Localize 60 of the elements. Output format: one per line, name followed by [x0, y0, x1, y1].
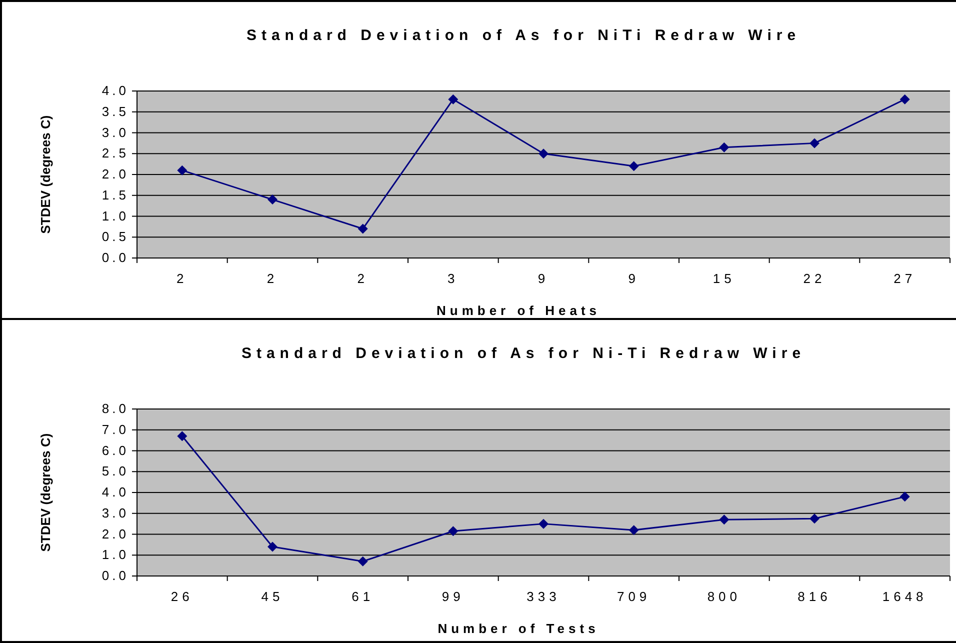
y-tick-label: 6.0	[102, 442, 129, 458]
point	[448, 94, 458, 104]
point	[628, 525, 639, 536]
x-tick-label: 22	[803, 271, 826, 286]
x-axis-title: Number of Tests	[438, 621, 600, 636]
point	[538, 148, 548, 159]
y-tick-label: 5.0	[102, 464, 129, 479]
x-tick-label: 3	[448, 271, 459, 286]
y-axis-title: STDEV (degrees C)	[38, 433, 53, 552]
x-tick-label: 15	[712, 271, 736, 286]
point	[358, 224, 368, 234]
point	[719, 514, 730, 525]
y-tick-label: 2.0	[102, 166, 129, 182]
y-tick-label: 2.0	[102, 526, 129, 542]
point	[448, 526, 458, 536]
y-tick-label: 0.5	[102, 229, 129, 244]
x-tick-label: 61	[352, 589, 374, 604]
x-tick-label: 2	[266, 271, 278, 286]
y-tick-label: 3.0	[102, 124, 129, 140]
x-tick-label: 99	[442, 589, 464, 604]
x-axis-title: Number of Heats	[436, 303, 601, 318]
y-tick-label: 0.0	[102, 568, 129, 583]
point	[268, 542, 278, 552]
x-tick-label: 800	[707, 589, 742, 604]
y-tick-label: 0.0	[102, 250, 129, 265]
point	[719, 142, 730, 152]
chart-title: Standard Deviation of As for NiTi Redraw Wire	[246, 27, 801, 44]
point	[628, 161, 639, 172]
y-tick-label: 4.0	[102, 83, 129, 98]
y-tick-label: 7.0	[102, 422, 129, 437]
point	[268, 194, 278, 205]
chart-title: Standard Deviation of As for Ni-Ti Redraw Wire	[241, 345, 806, 362]
x-tick-label: 9	[538, 271, 550, 286]
x-tick-label: 1648	[882, 589, 928, 604]
y-tick-label: 1.0	[102, 208, 129, 224]
point	[810, 514, 820, 524]
x-tick-label: 26	[170, 589, 194, 604]
y-tick-label: 2.5	[102, 146, 129, 161]
y-axis-title: STDEV (degrees C)	[38, 115, 53, 234]
point	[900, 94, 910, 104]
point	[177, 165, 188, 176]
x-tick-label: 2	[357, 271, 368, 286]
point	[358, 556, 368, 566]
x-tick-label: 27	[894, 271, 916, 286]
y-tick-label: 4.0	[102, 484, 129, 500]
x-tick-label: 816	[798, 589, 832, 604]
y-tick-label: 1.0	[102, 547, 129, 562]
x-tick-label: 9	[628, 271, 640, 286]
point	[900, 492, 910, 502]
x-tick-label: 333	[526, 589, 560, 604]
point	[177, 431, 188, 442]
x-tick-label: 45	[261, 589, 284, 604]
y-tick-label: 3.5	[102, 104, 129, 119]
x-tick-label: 2	[176, 271, 188, 286]
point	[538, 518, 548, 529]
y-tick-label: 1.5	[102, 187, 129, 202]
y-tick-label: 8.0	[102, 401, 129, 416]
point	[810, 138, 820, 148]
x-tick-label: 709	[616, 589, 651, 604]
y-tick-label: 3.0	[102, 505, 129, 520]
